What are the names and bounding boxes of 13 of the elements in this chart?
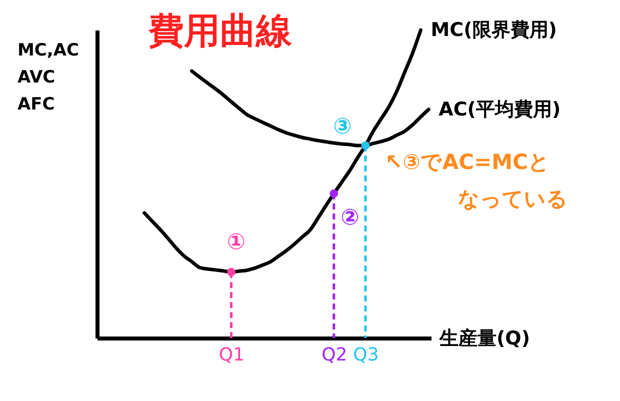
x-axis-title: 生産量(Q) bbox=[438, 328, 530, 350]
annotation: ③ bbox=[333, 114, 352, 140]
text: なっている bbox=[458, 187, 568, 211]
annotation: ↖③でAC=MCと bbox=[385, 150, 550, 174]
x-tick-label: Q1 bbox=[218, 344, 245, 366]
x-tick-label: Q2 bbox=[322, 344, 348, 366]
y-axis-title: MC,AC AVC AFC bbox=[18, 40, 79, 114]
annotation: ① bbox=[226, 230, 246, 256]
x-tick-label: Q3 bbox=[353, 344, 379, 366]
annotation: ② bbox=[340, 206, 360, 231]
series-label: AC(平均費用) bbox=[438, 98, 561, 120]
chart-title: 費用曲線 bbox=[147, 11, 293, 52]
series-label: MC(限界費用) bbox=[430, 19, 557, 41]
